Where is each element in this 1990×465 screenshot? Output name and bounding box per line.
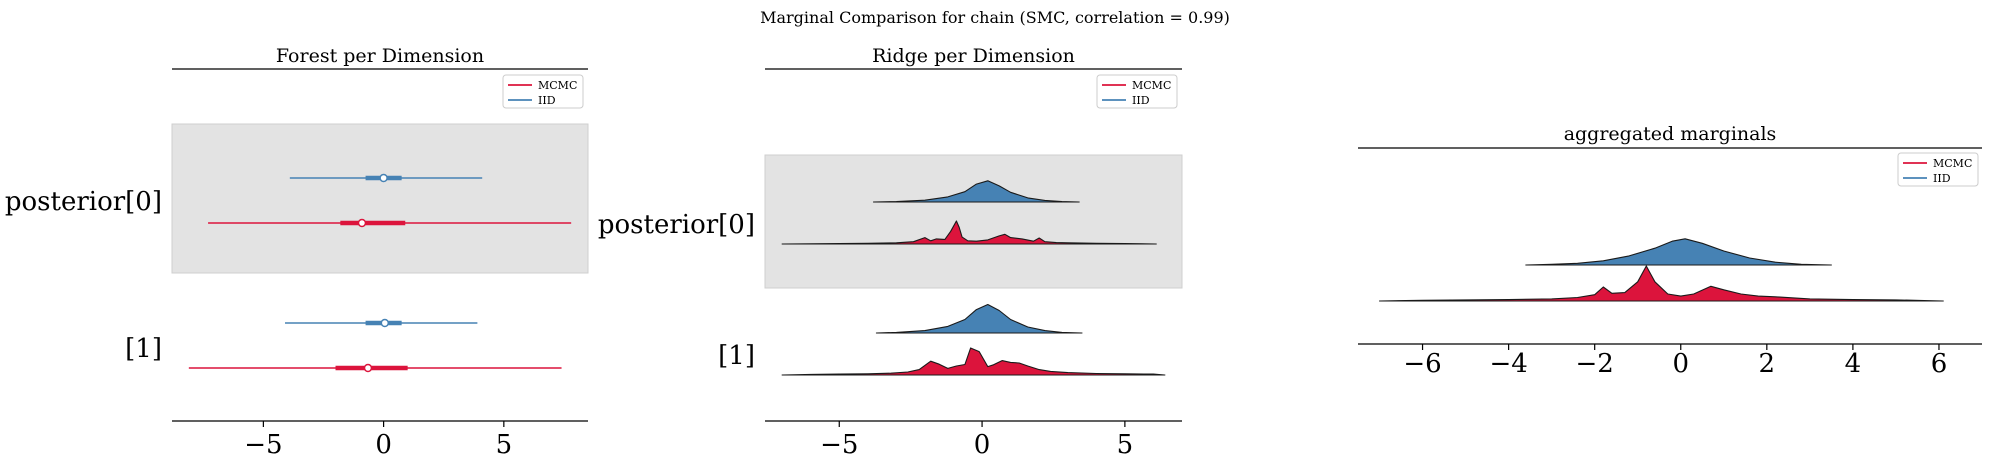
legend-iid-label: IID [1132, 94, 1150, 107]
row-label: posterior[0] [5, 187, 162, 217]
legend: MCMC IID [1897, 152, 1979, 187]
x-tick-label: 0 [974, 430, 991, 460]
row-shading-band [171, 123, 589, 274]
row-label: [1] [718, 341, 755, 371]
aggregated-panel: aggregated marginals −6 −4 −2 0 2 4 6 MCMC IID [1358, 123, 1982, 379]
x-tick-label: 6 [1931, 349, 1948, 379]
x-tick-label: 4 [1845, 349, 1862, 379]
panel-title: aggregated marginals [1564, 123, 1777, 145]
x-tick-label: 0 [1672, 349, 1689, 379]
panel-title: Forest per Dimension [276, 45, 484, 67]
forest-panel: Forest per Dimension −5 0 5 posterior[0] [1] M… [5, 45, 589, 460]
iid-density-ridge [1525, 238, 1832, 266]
legend-mcmc-label: MCMC [1933, 157, 1972, 170]
legend-mcmc-label: MCMC [538, 79, 577, 92]
legend-mcmc-label: MCMC [1132, 79, 1171, 92]
mcmc-median-point [357, 218, 367, 228]
figure-title: Marginal Comparison for chain (SMC, corr… [760, 8, 1230, 27]
x-tick-label: 5 [1117, 430, 1134, 460]
x-tick-label: −2 [1576, 349, 1614, 379]
legend: MCMC IID [502, 74, 584, 109]
legend: MCMC IID [1096, 74, 1178, 109]
iid-median-point [379, 173, 388, 183]
iid-median-point [380, 318, 390, 328]
x-tick-label: −5 [820, 430, 858, 460]
x-tick-label: 5 [496, 430, 513, 460]
mcmc-density-ridge [781, 347, 1166, 376]
mcmc-density-ridge [781, 220, 1157, 245]
x-tick-label: −4 [1489, 349, 1527, 379]
panel-title: Ridge per Dimension [872, 45, 1075, 67]
mcmc-density-ridge [1378, 265, 1944, 302]
x-tick-label: −5 [244, 430, 282, 460]
x-tick-label: 2 [1759, 349, 1776, 379]
row-shading-band [764, 154, 1183, 289]
x-tick-label: −6 [1403, 349, 1441, 379]
legend-iid-label: IID [1933, 172, 1951, 185]
ridge-panel: Ridge per Dimension −5 0 5 posterior[0] [1] MC… [598, 45, 1183, 460]
x-tick-label: 0 [375, 430, 392, 460]
row-label: posterior[0] [598, 210, 755, 240]
row-label: [1] [125, 334, 162, 364]
mcmc-median-point [363, 363, 373, 373]
iid-density-ridge [875, 303, 1083, 334]
iid-density-ridge [872, 180, 1080, 203]
legend-iid-label: IID [538, 94, 556, 107]
